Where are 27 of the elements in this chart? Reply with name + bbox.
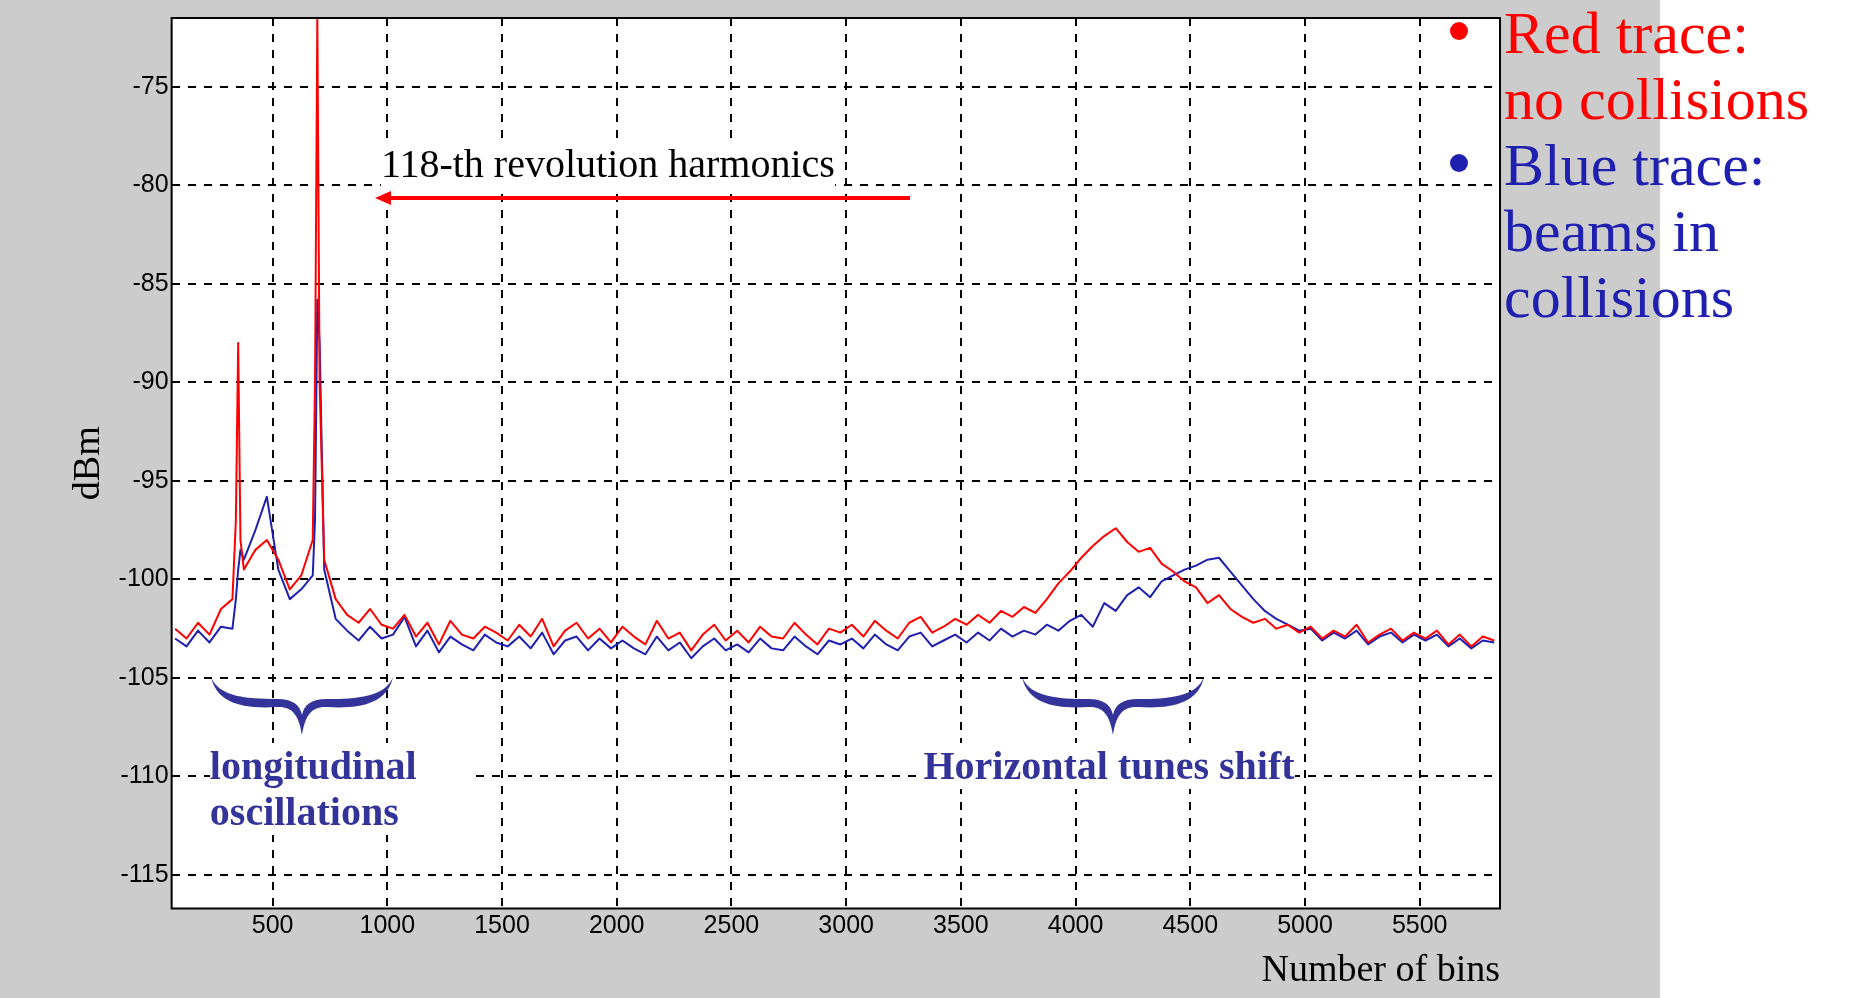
x-tick-label: 1000 xyxy=(359,910,416,939)
x-tick-label: 2000 xyxy=(588,910,645,939)
x-axis-title: Number of bins xyxy=(1261,947,1500,990)
y-tick-label: -90 xyxy=(132,366,169,395)
y-tick-label: -100 xyxy=(118,563,169,592)
y-tick-label: -110 xyxy=(120,760,169,789)
annotation: 118-th revolution harmonics xyxy=(380,139,835,188)
annotation: longitudinal oscillations xyxy=(209,743,470,836)
x-tick-label: 2500 xyxy=(703,910,760,939)
legend-label: Blue trace: beams in collisions xyxy=(1504,132,1767,330)
y-tick-label: -80 xyxy=(132,169,169,198)
y-tick-label: -75 xyxy=(132,70,169,99)
y-tick-label: -95 xyxy=(132,464,169,493)
x-tick-label: 3500 xyxy=(933,910,989,939)
x-tick-label: 3000 xyxy=(818,910,874,939)
y-tick-label: -115 xyxy=(120,858,169,887)
annotation: Horizontal tunes shift xyxy=(923,743,1295,790)
x-tick-label: 500 xyxy=(251,910,294,939)
x-tick-label: 5000 xyxy=(1277,910,1333,939)
legend-label: Red trace: no collisions xyxy=(1504,0,1810,132)
y-tick-label: -85 xyxy=(132,267,169,296)
y-tick-label: -105 xyxy=(118,661,169,690)
x-tick-label: 1500 xyxy=(474,910,530,939)
x-tick-label: 5500 xyxy=(1391,910,1448,939)
x-tick-label: 4000 xyxy=(1047,910,1104,939)
x-tick-label: 4500 xyxy=(1162,910,1219,939)
y-axis-title: dBm xyxy=(64,426,107,501)
